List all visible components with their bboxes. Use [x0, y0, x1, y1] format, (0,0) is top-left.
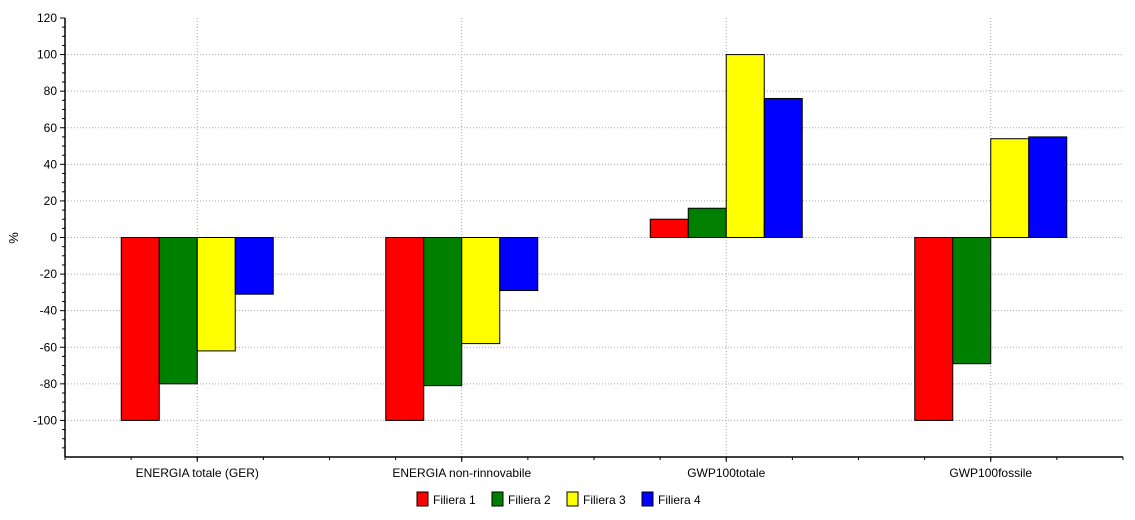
- bar: [158, 237, 198, 385]
- y-axis-label: %: [6, 232, 21, 244]
- y-tick-label: -100: [33, 413, 57, 427]
- y-tick-label: 0: [50, 231, 57, 245]
- y-tick-label: -60: [40, 340, 58, 354]
- y-tick-label: -80: [40, 377, 58, 391]
- y-tick-label: 120: [37, 11, 57, 25]
- y-tick-label: 20: [44, 194, 58, 208]
- y-tick-label: 100: [37, 48, 57, 62]
- bar: [1028, 136, 1068, 238]
- bar: [649, 218, 689, 238]
- legend-swatch: [641, 491, 654, 507]
- bar: [499, 237, 539, 292]
- bar: [196, 237, 236, 352]
- bar: [461, 237, 501, 345]
- y-tick-label: 80: [44, 84, 58, 98]
- legend-label: Filiera 1: [433, 493, 476, 507]
- y-tick-label: 40: [44, 157, 58, 171]
- legend-label: Filiera 4: [658, 493, 701, 507]
- bar: [423, 237, 463, 387]
- legend-swatch: [491, 491, 504, 507]
- legend-swatch: [566, 491, 579, 507]
- bar: [687, 207, 727, 239]
- bar: [385, 237, 425, 421]
- y-tick-label: -40: [40, 304, 58, 318]
- bar: [120, 237, 160, 421]
- x-tick-label: ENERGIA non-rinnovabile: [392, 466, 531, 480]
- bar: [234, 237, 274, 295]
- bar: [914, 237, 954, 421]
- legend-label: Filiera 3: [583, 493, 626, 507]
- bars: [120, 54, 1068, 421]
- axes: 120 100 80 60 40 20 0 -20 -40 -60 -80 -100 ENERGIA t…: [33, 11, 1124, 480]
- bar: [952, 237, 992, 365]
- y-tick-label: -20: [40, 267, 58, 281]
- x-tick-label: GWP100fossile: [949, 466, 1032, 480]
- legend: Filiera 1 Filiera 2 Filiera 3 Filiera 4: [416, 491, 701, 507]
- legend-swatch: [416, 491, 429, 507]
- y-tick-label: 60: [44, 121, 58, 135]
- bar: [990, 138, 1030, 239]
- x-tick-label: GWP100totale: [687, 466, 765, 480]
- legend-label: Filiera 2: [508, 493, 551, 507]
- bar: [725, 54, 765, 239]
- x-tick-label: ENERGIA totale (GER): [136, 466, 259, 480]
- bar: [763, 97, 803, 238]
